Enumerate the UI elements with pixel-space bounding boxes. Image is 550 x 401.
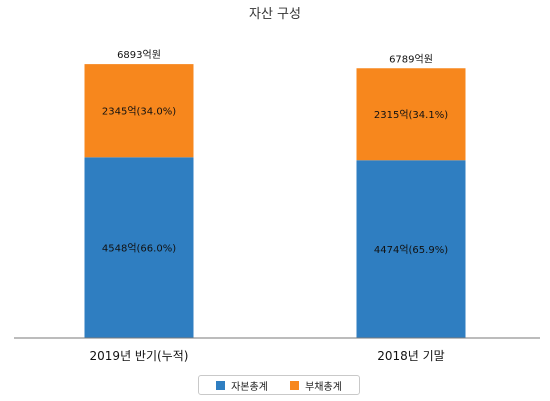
- category-label-0: 2019년 반기(누적): [90, 349, 189, 363]
- bar-segment-liabilities-0[interactable]: [84, 64, 194, 158]
- bars-layer: [84, 64, 466, 338]
- data-label-liabilities-1: 2315억(34.1%): [374, 109, 448, 121]
- legend-item-equity[interactable]: 자본총계: [216, 378, 268, 393]
- total-label-0: 6893억원: [117, 49, 161, 61]
- data-label-liabilities-0: 2345억(34.0%): [102, 106, 176, 118]
- labels-layer: 4548억(66.0%) 2345억(34.0%) 6893억원 2019년 반기(누…: [90, 49, 449, 363]
- data-label-equity-0: 4548억(66.0%): [102, 243, 176, 255]
- legend-item-liabilities[interactable]: 부채총계: [290, 378, 342, 393]
- category-label-1: 2018년 기말: [377, 349, 444, 363]
- legend-label-liabilities: 부채총계: [305, 381, 342, 393]
- bar-segment-equity-0[interactable]: [84, 157, 194, 338]
- legend-swatch-equity: [216, 380, 226, 390]
- legend-label-equity: 자본총계: [231, 381, 268, 393]
- data-label-equity-1: 4474억(65.9%): [374, 244, 448, 256]
- bar-segment-liabilities-1[interactable]: [356, 68, 466, 161]
- chart-title: 자산 구성: [249, 7, 301, 22]
- bar-segment-equity-1[interactable]: [356, 160, 466, 338]
- legend: 자본총계 부채총계: [198, 375, 360, 395]
- total-label-1: 6789억원: [389, 53, 433, 65]
- legend-swatch-liabilities: [290, 380, 300, 390]
